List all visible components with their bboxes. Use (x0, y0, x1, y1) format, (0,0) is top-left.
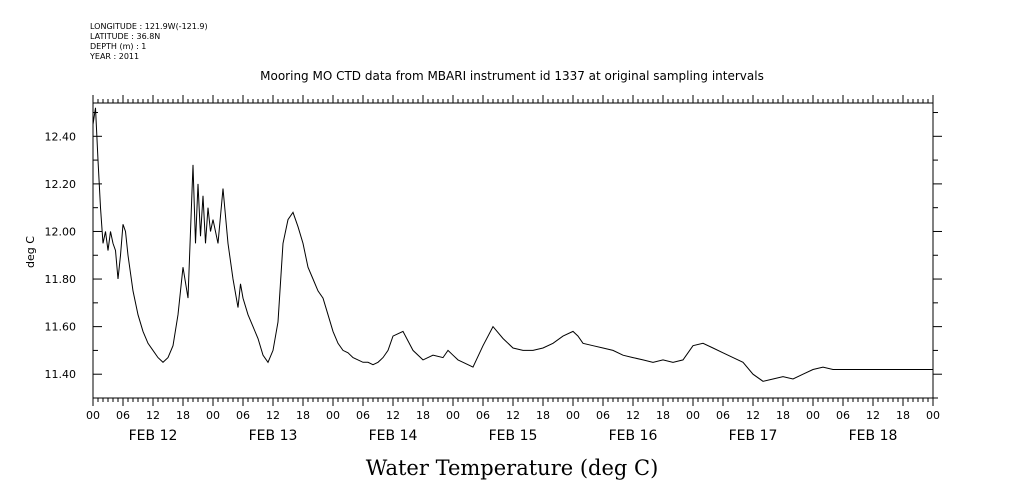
plot-frame (92, 102, 934, 399)
x-tick-label: 12 (506, 409, 520, 422)
x-tick-label: 00 (446, 409, 460, 422)
y-tick-label: 12.00 (45, 225, 77, 238)
x-tick-label: 18 (896, 409, 910, 422)
x-tick-label: 12 (626, 409, 640, 422)
latitude-label: LATITUDE : 36.8N (90, 32, 161, 41)
x-tick-label: 00 (566, 409, 580, 422)
x-day-label: FEB 18 (849, 428, 898, 444)
x-tick-label: 06 (596, 409, 610, 422)
x-day-label: FEB 15 (489, 428, 538, 444)
chart-title: Mooring MO CTD data from MBARI instrumen… (260, 69, 764, 83)
y-tick-label: 12.40 (45, 130, 77, 143)
x-tick-label: 06 (356, 409, 370, 422)
x-tick-label: 18 (656, 409, 670, 422)
x-day-label: FEB 12 (129, 428, 178, 444)
x-day-label: FEB 16 (609, 428, 658, 444)
x-tick-label: 00 (86, 409, 100, 422)
x-tick-label: 06 (836, 409, 850, 422)
axis-ticks (92, 95, 942, 406)
x-tick-label: 00 (926, 409, 940, 422)
x-day-label: FEB 14 (369, 428, 418, 444)
series-group (92, 107, 933, 382)
y-tick-label: 11.40 (45, 368, 77, 381)
water-temperature-line (92, 107, 933, 382)
axis-labels: 00 06 12 18 00 06 12 18 00 06 12 18 00 06 12 18 00 06 12 18… (45, 130, 941, 444)
x-tick-label: 12 (866, 409, 880, 422)
x-tick-label: 00 (206, 409, 220, 422)
y-tick-label: 11.60 (45, 321, 77, 334)
x-day-label: FEB 13 (249, 428, 298, 444)
depth-label: DEPTH (m) : 1 (90, 42, 147, 51)
x-tick-label: 12 (386, 409, 400, 422)
x-tick-label: 18 (296, 409, 310, 422)
x-tick-label: 12 (746, 409, 760, 422)
x-tick-label: 18 (776, 409, 790, 422)
x-tick-label: 00 (686, 409, 700, 422)
x-tick-label: 00 (806, 409, 820, 422)
x-tick-label: 12 (266, 409, 280, 422)
footer-title: Water Temperature (deg C) (366, 456, 659, 480)
year-label: YEAR : 2011 (90, 52, 140, 61)
y-tick-label: 11.80 (45, 273, 77, 286)
y-tick-label: 12.20 (45, 178, 77, 191)
x-tick-label: 06 (116, 409, 130, 422)
y-axis-label: deg C (24, 236, 37, 268)
x-tick-label: 12 (146, 409, 160, 422)
x-tick-label: 18 (416, 409, 430, 422)
x-day-label: FEB 17 (729, 428, 778, 444)
longitude-label: LONGITUDE : 121.9W(-121.9) (90, 22, 208, 31)
metadata-block: LONGITUDE : 121.9W(-121.9) LATITUDE : 36… (90, 22, 208, 62)
x-tick-label: 06 (236, 409, 250, 422)
x-tick-label: 00 (326, 409, 340, 422)
x-tick-label: 06 (476, 409, 490, 422)
x-tick-label: 06 (716, 409, 730, 422)
x-tick-label: 18 (176, 409, 190, 422)
x-tick-label: 18 (536, 409, 550, 422)
